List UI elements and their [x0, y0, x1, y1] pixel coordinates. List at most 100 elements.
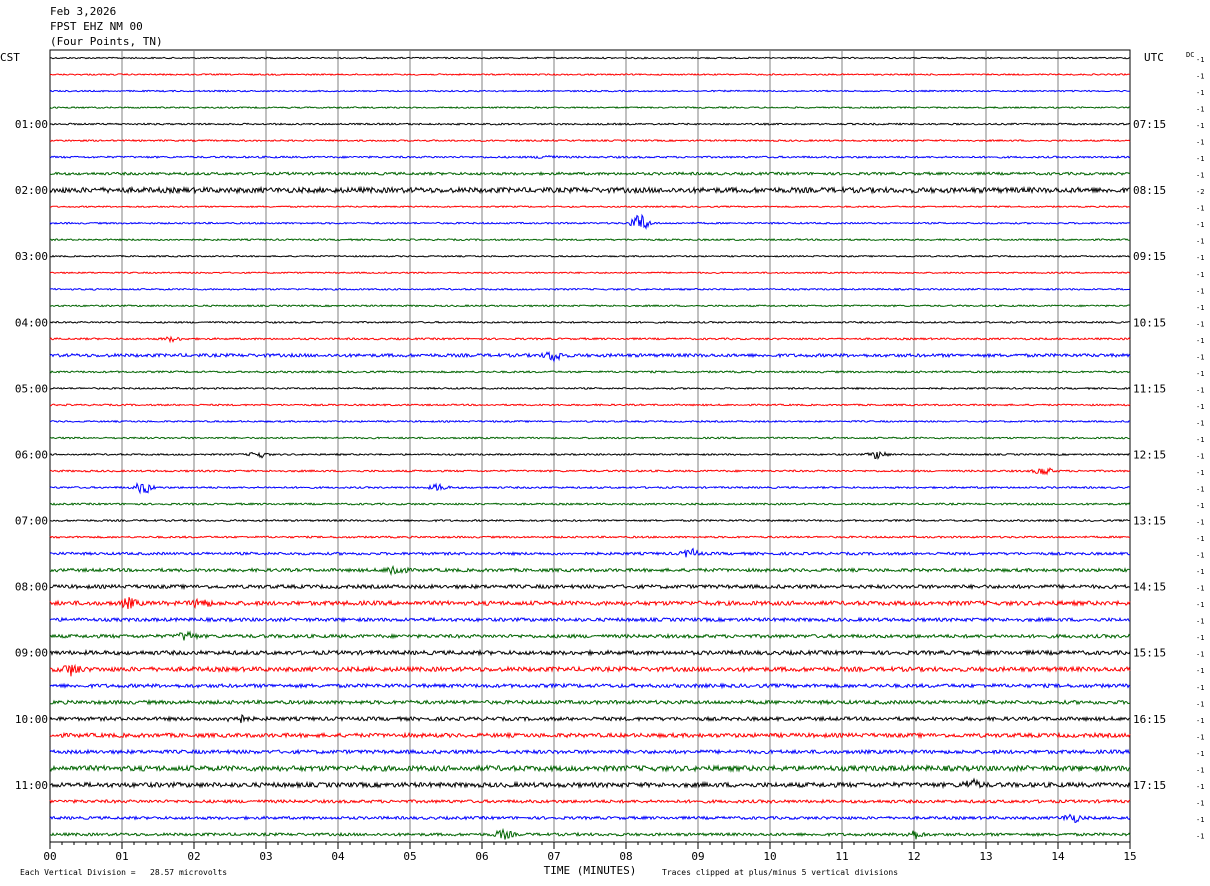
- x-tick-label-12: 12: [907, 850, 920, 863]
- trace-row-14: [49, 287, 1131, 291]
- trace-row-38: [49, 682, 1131, 690]
- dc-offset-label: -1: [1196, 419, 1204, 427]
- x-tick-label-01: 01: [115, 850, 128, 863]
- left-hour-label-01:00: 01:00: [15, 118, 48, 131]
- trace-row-40: [49, 713, 1131, 724]
- dc-offset-label: -1: [1196, 486, 1204, 494]
- trace-row-44: [49, 777, 1131, 790]
- dc-offset-label: -1: [1196, 733, 1204, 741]
- location-label: (Four Points, TN): [50, 35, 163, 48]
- dc-offset-label: -1: [1196, 122, 1204, 130]
- footer-clip-note: Traces clipped at plus/minus 5 vertical …: [662, 868, 899, 877]
- trace-row-19: [49, 370, 1131, 374]
- right-hour-label-14:15: 14:15: [1133, 581, 1166, 594]
- dc-offset-label: -1: [1196, 254, 1204, 262]
- dc-offset-label: -1: [1196, 783, 1204, 791]
- dc-offset-label: -1: [1196, 585, 1204, 593]
- trace-row-41: [49, 731, 1131, 740]
- dc-offset-label: -1: [1196, 139, 1204, 147]
- dc-offset-label: -1: [1196, 717, 1204, 725]
- dc-offset-label: -1: [1196, 832, 1204, 840]
- trace-row-30: [49, 547, 1130, 558]
- x-tick-label-07: 07: [547, 850, 560, 863]
- x-tick-label-04: 04: [331, 850, 345, 863]
- trace-row-13: [49, 271, 1131, 275]
- dc-offset-label: -1: [1196, 73, 1204, 81]
- left-hour-label-06:00: 06:00: [15, 448, 48, 461]
- trace-row-25: [49, 467, 1131, 476]
- trace-row-5: [49, 138, 1131, 143]
- dc-offset-label: -1: [1196, 469, 1204, 477]
- dc-offset-label: -2: [1196, 188, 1204, 196]
- x-tick-label-14: 14: [1051, 850, 1065, 863]
- station-label: FPST EHZ NM 00: [50, 20, 143, 33]
- trace-row-34: [49, 616, 1131, 623]
- trace-row-4: [49, 122, 1131, 126]
- dc-offset-label: -1: [1196, 452, 1204, 460]
- trace-row-32: [49, 583, 1131, 591]
- left-hour-label-07:00: 07:00: [15, 515, 48, 528]
- dc-offset-label: -1: [1196, 667, 1204, 675]
- dc-offset-label: -1: [1196, 634, 1204, 642]
- dc-offset-label: -1: [1196, 535, 1204, 543]
- x-tick-label-00: 00: [43, 850, 56, 863]
- trace-row-21: [49, 403, 1131, 407]
- trace-row-22: [49, 419, 1131, 424]
- dc-offset-label: -1: [1196, 816, 1204, 824]
- right-hour-label-11:15: 11:15: [1133, 382, 1166, 395]
- left-hour-label-09:00: 09:00: [15, 647, 48, 660]
- right-hour-label-07:15: 07:15: [1133, 118, 1166, 131]
- dc-offset-label: -1: [1196, 271, 1204, 279]
- trace-row-45: [49, 798, 1131, 805]
- left-timezone-label: CST: [0, 51, 20, 64]
- dc-offset-label: -1: [1196, 155, 1204, 163]
- dc-offset-label: -1: [1196, 353, 1204, 361]
- trace-row-20: [49, 386, 1131, 391]
- dc-offset-label: -1: [1196, 568, 1204, 576]
- dc-offset-label: -1: [1196, 287, 1204, 295]
- dc-offset-label: -1: [1196, 799, 1204, 807]
- right-hour-label-10:15: 10:15: [1133, 316, 1166, 329]
- x-tick-label-03: 03: [259, 850, 272, 863]
- dc-offset-label: -1: [1196, 519, 1204, 527]
- left-hour-label-08:00: 08:00: [15, 581, 48, 594]
- trace-row-1: [49, 73, 1131, 76]
- left-hour-label-03:00: 03:00: [15, 250, 48, 263]
- dc-offset-label: -1: [1196, 172, 1204, 180]
- dc-offset-label: -1: [1196, 436, 1204, 444]
- trace-row-8: [49, 185, 1130, 195]
- trace-row-31: [49, 564, 1131, 577]
- dc-offset-label: -1: [1196, 552, 1204, 560]
- dc-offset-label: -1: [1196, 700, 1204, 708]
- trace-row-29: [49, 535, 1131, 539]
- plot-frame: [49, 49, 1131, 843]
- x-tick-label-15: 15: [1123, 850, 1136, 863]
- right-hour-label-16:15: 16:15: [1133, 713, 1166, 726]
- footer-scale-note: Each Vertical Division = 28.57 microvolt…: [20, 868, 228, 877]
- trace-row-28: [49, 518, 1131, 523]
- trace-row-27: [49, 502, 1131, 506]
- dc-offset-label: -1: [1196, 238, 1204, 246]
- trace-row-7: [49, 171, 1131, 177]
- x-tick-label-13: 13: [979, 850, 992, 863]
- trace-row-36: [49, 648, 1131, 657]
- dc-offset-label: -1: [1196, 651, 1204, 659]
- dc-offset-label: -1: [1196, 304, 1204, 312]
- dc-offset-label: -1: [1196, 601, 1204, 609]
- trace-row-26: [49, 482, 1131, 495]
- date-label: Feb 3,2026: [50, 5, 117, 18]
- right-hour-label-09:15: 09:15: [1133, 250, 1166, 263]
- dc-offset-label: -1: [1196, 618, 1204, 626]
- dc-offset-label: -1: [1196, 221, 1204, 229]
- trace-row-10: [49, 213, 1131, 231]
- dc-offset-label: -1: [1196, 56, 1204, 64]
- dc-label: DC: [1186, 51, 1194, 59]
- trace-row-15: [49, 304, 1131, 308]
- right-hour-label-08:15: 08:15: [1133, 184, 1166, 197]
- trace-row-18: [49, 350, 1131, 363]
- trace-row-16: [49, 320, 1131, 324]
- trace-row-23: [49, 436, 1131, 440]
- x-tick-label-02: 02: [187, 850, 200, 863]
- trace-row-33: [49, 597, 1131, 609]
